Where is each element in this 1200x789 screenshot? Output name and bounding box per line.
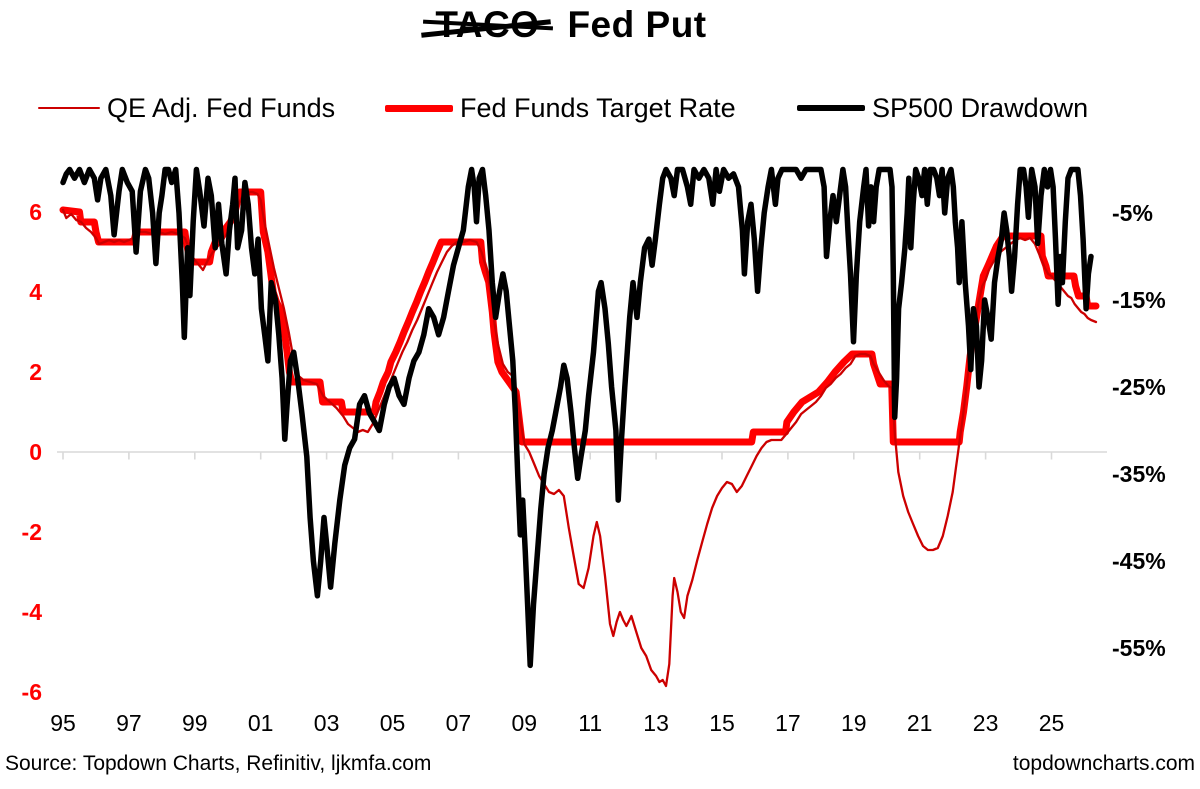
thick-red-line-swatch-icon [385, 104, 453, 112]
svg-text:05: 05 [380, 710, 406, 736]
svg-text:17: 17 [775, 710, 801, 736]
svg-text:-15%: -15% [1112, 287, 1166, 313]
svg-text:-25%: -25% [1112, 374, 1166, 400]
svg-text:-5%: -5% [1112, 200, 1153, 226]
svg-text:99: 99 [182, 710, 208, 736]
svg-text:13: 13 [643, 710, 669, 736]
thin-red-line-swatch-icon [38, 106, 100, 110]
svg-text:19: 19 [841, 710, 867, 736]
svg-text:-4: -4 [22, 599, 43, 625]
svg-text:11: 11 [578, 710, 602, 736]
website-note: topdowncharts.com [1012, 752, 1195, 775]
svg-text:07: 07 [446, 710, 472, 736]
svg-text:09: 09 [512, 710, 538, 736]
svg-text:0: 0 [29, 439, 42, 465]
svg-text:97: 97 [116, 710, 142, 736]
svg-text:-2: -2 [22, 519, 42, 545]
legend-label: QE Adj. Fed Funds [107, 92, 336, 123]
chart-canvas: 95 97 99 01 03 05 07 09 11 13 15 17 19 21 23 25 6 4 2 0 -2 -4… [22, 166, 1166, 736]
legend-item-qe-adj-fed-funds: QE Adj. Fed Funds [38, 90, 335, 126]
svg-text:-55%: -55% [1112, 635, 1166, 661]
svg-text:2: 2 [29, 359, 42, 385]
svg-text:-45%: -45% [1112, 548, 1166, 574]
svg-text:6: 6 [29, 199, 42, 225]
legend: QE Adj. Fed Funds Fed Funds Target Rate … [0, 90, 1200, 126]
svg-text:25: 25 [1039, 710, 1065, 736]
source-note: Source: Topdown Charts, Refinitiv, ljkmf… [5, 752, 432, 775]
page-title: TACO Fed Put [0, 4, 1140, 46]
svg-text:03: 03 [314, 710, 340, 736]
svg-text:01: 01 [248, 710, 274, 736]
svg-text:15: 15 [709, 710, 735, 736]
legend-item-fed-funds-target: Fed Funds Target Rate [385, 90, 736, 126]
svg-text:21: 21 [907, 710, 933, 736]
legend-item-sp500-drawdown: SP500 Drawdown [797, 90, 1088, 126]
svg-text:23: 23 [973, 710, 999, 736]
svg-text:95: 95 [50, 710, 76, 736]
legend-label: SP500 Drawdown [872, 92, 1089, 123]
legend-label: Fed Funds Target Rate [460, 92, 736, 123]
svg-text:-35%: -35% [1112, 461, 1166, 487]
svg-text:4: 4 [29, 279, 42, 305]
svg-text:-6: -6 [22, 679, 42, 705]
title-struck-word: TACO [435, 4, 540, 45]
footer: Source: Topdown Charts, Refinitiv, ljkmf… [0, 752, 1200, 776]
title-main: Fed Put [567, 4, 707, 45]
thick-black-line-swatch-icon [797, 105, 865, 111]
